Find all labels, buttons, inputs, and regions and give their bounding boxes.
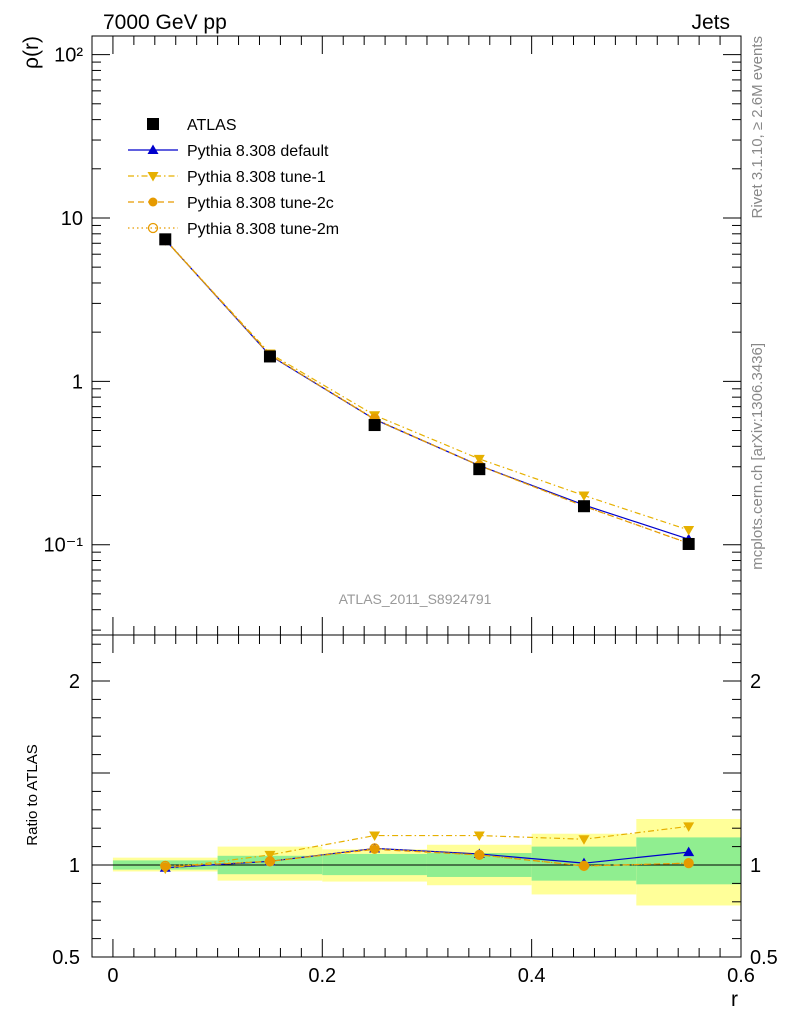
main-ticks [91, 36, 742, 631]
ratio-series-2-point-4 [579, 861, 589, 871]
ratio-series-3-point-5 [683, 858, 694, 869]
ratio-ytick-label-left: 2 [69, 671, 80, 693]
ratio-series-3-point-1 [264, 856, 276, 867]
legend-marker-4 [147, 222, 159, 234]
main-panel: 10⁻¹ 1 10 10² ρ(r) ATLAS_2011_S8924791 ATLA… [20, 35, 742, 636]
ratio-ytick-label-left: 0.5 [52, 947, 80, 969]
ratio-ytick-label-right: 2 [750, 671, 761, 693]
main-series-0-point-5 [682, 537, 695, 550]
main-ylabel: ρ(r) [20, 36, 43, 69]
ratio-series-3-point-3 [474, 849, 485, 861]
main-series-2-point-4 [578, 491, 590, 502]
ratio-ticks [91, 617, 742, 958]
legend-label-3: Pythia 8.308 tune-2c [187, 195, 334, 212]
ratio-bands [112, 819, 741, 906]
main-series-2-point-5 [683, 526, 695, 536]
legend-marker-1 [147, 144, 159, 154]
ratio-series-1-point-3 [473, 831, 485, 842]
ratio-frame [91, 634, 742, 958]
rivet-label: Rivet 3.1.10, ≥ 2.6M events [749, 36, 766, 219]
legend-label-4: Pythia 8.308 tune-2m [187, 221, 339, 238]
ratio-series-3-point-4 [578, 860, 590, 872]
main-series-3-line [164, 239, 689, 544]
header-left: 7000 GeV pp [103, 11, 227, 34]
xtick-label: 0.4 [518, 965, 546, 987]
main-series-0-point-1 [263, 350, 276, 363]
main-series-4-line [164, 238, 689, 544]
ratio-ylabel: Ratio to ATLAS [24, 744, 41, 845]
ratio-series-2-point-5 [684, 858, 694, 868]
ratio-ytick-label-left: 1 [69, 855, 80, 877]
ratio-panel: 0.5 0.5 1 1 2 2 0 0.2 0.4 0.6 Ratio to ATLAS r [24, 617, 778, 1011]
main-series-1-line [164, 239, 689, 540]
ratio-series-0-line [165, 847, 689, 869]
xtick-label: 0 [107, 965, 118, 987]
header-right: Jets [691, 11, 730, 34]
main-series-0-point-3 [473, 463, 486, 476]
ratio-series-2-point-0 [160, 862, 170, 872]
ratio-series-2-point-2 [370, 844, 380, 854]
main-series-2-line [164, 239, 689, 531]
ratio-series-1-point-4 [578, 835, 590, 845]
ratio-series-3-point-0 [160, 860, 171, 872]
ratio-xlabel: r [731, 988, 738, 1011]
ratio-series-3-line [165, 847, 689, 867]
xtick-label: 0.6 [727, 965, 755, 987]
legend-marker-0 [147, 118, 159, 130]
main-series-0-point-4 [577, 500, 590, 513]
xtick-label: 0.2 [308, 965, 336, 987]
ratio-series-0-point-5 [683, 846, 695, 857]
legend-marker-3 [148, 197, 158, 207]
mcplots-label: mcplots.cern.ch [arXiv:1306.3436] [749, 343, 766, 570]
analysis-label: ATLAS_2011_S8924791 [339, 591, 492, 607]
ratio-series-1-point-1 [264, 850, 276, 861]
main-series-0-point-0 [159, 233, 172, 246]
legend: ATLAS Pythia 8.308 default Pythia 8.308 tu… [128, 117, 339, 238]
ratio-series-1-point-2 [369, 831, 381, 842]
legend-label-2: Pythia 8.308 tune-1 [187, 169, 326, 186]
main-ytick-label: 10 [61, 208, 83, 230]
ratio-series [159, 822, 695, 875]
ratio-tick-labels: 0.5 0.5 1 1 2 2 0 0.2 0.4 0.6 [52, 671, 778, 987]
main-series-0-point-2 [368, 419, 381, 432]
ratio-series-3-point-2 [369, 843, 380, 854]
main-ytick-label: 10² [54, 45, 83, 67]
ratio-series-2-line [165, 848, 689, 868]
main-ytick-label: 1 [72, 371, 83, 393]
main-series-2-point-3 [473, 454, 485, 465]
ratio-series-1-point-5 [683, 822, 695, 832]
main-series [159, 233, 695, 550]
main-tick-labels: 10⁻¹ 1 10 10² [44, 45, 84, 557]
legend-label-0: ATLAS [187, 117, 237, 134]
main-ytick-label: 10⁻¹ [44, 535, 84, 557]
ratio-ytick-label-right: 0.5 [750, 947, 778, 969]
ratio-ytick-label-right: 1 [750, 855, 761, 877]
legend-marker-2 [147, 172, 159, 182]
legend-label-1: Pythia 8.308 default [187, 143, 329, 160]
